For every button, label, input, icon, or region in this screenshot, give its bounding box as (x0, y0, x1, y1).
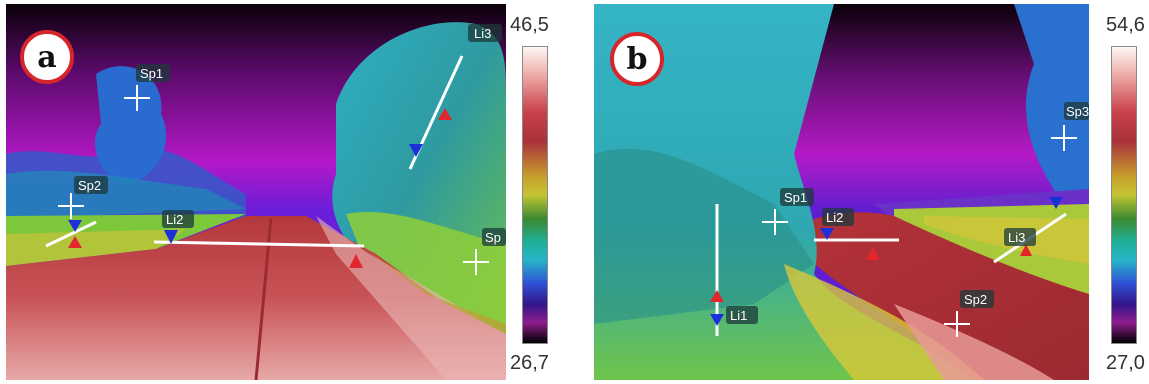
spot-marker-sp1 (124, 85, 150, 111)
marker-label-sp2: Sp2 (78, 178, 101, 193)
marker-label-li2: Li2 (166, 212, 183, 227)
marker-label-sp2: Sp2 (964, 292, 987, 307)
spot-marker-sp3 (463, 249, 489, 275)
spot-marker-sp2 (58, 193, 84, 219)
thermal-panel-b: Sp1 Sp2 Sp3 Li1 Li2 Li3 b 54,6 27,0 (590, 0, 1149, 384)
marker-label-li3: Li3 (1008, 230, 1025, 245)
panel-badge-a: a (20, 30, 74, 84)
thermal-panel-a: Sp1 Sp2 Sp Li2 Li3 a 46,5 26,7 (0, 0, 574, 384)
thermal-image-b: Sp1 Sp2 Sp3 Li1 Li2 Li3 (594, 4, 1089, 380)
marker-label-sp3: Sp (485, 230, 501, 245)
panel-badge-b: b (610, 32, 664, 86)
line-marker-li1 (710, 204, 724, 336)
line-marker-li3 (408, 55, 464, 170)
temperature-colorbar (1111, 46, 1137, 344)
spot-marker-sp1 (762, 209, 788, 235)
scale-max-label: 46,5 (510, 14, 549, 36)
marker-label-sp1: Sp1 (140, 66, 163, 81)
marker-label-li1: Li1 (730, 308, 747, 323)
marker-label-li3: Li3 (474, 26, 491, 41)
marker-label-sp3: Sp3 (1066, 104, 1089, 119)
scale-min-label: 26,7 (510, 352, 549, 374)
line-marker-li2 (153, 230, 365, 268)
marker-label-sp1: Sp1 (784, 190, 807, 205)
line-marker-li2 (814, 228, 899, 260)
thermal-image-a: Sp1 Sp2 Sp Li2 Li3 (6, 4, 506, 380)
spot-marker-sp3 (1051, 125, 1077, 151)
scale-min-label: 27,0 (1106, 352, 1145, 374)
scale-max-label: 54,6 (1106, 14, 1145, 36)
marker-label-li2: Li2 (826, 210, 843, 225)
temperature-colorbar (522, 46, 548, 344)
spot-marker-sp2 (944, 311, 970, 337)
line-marker-li1 (45, 220, 97, 248)
